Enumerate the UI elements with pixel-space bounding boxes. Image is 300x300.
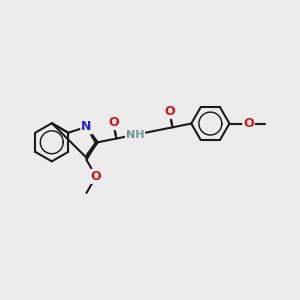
Text: NH: NH	[126, 130, 144, 140]
Text: O: O	[164, 105, 175, 118]
Text: N: N	[81, 120, 92, 133]
Text: O: O	[91, 170, 101, 183]
Text: O: O	[108, 116, 119, 129]
Text: O: O	[243, 117, 254, 130]
